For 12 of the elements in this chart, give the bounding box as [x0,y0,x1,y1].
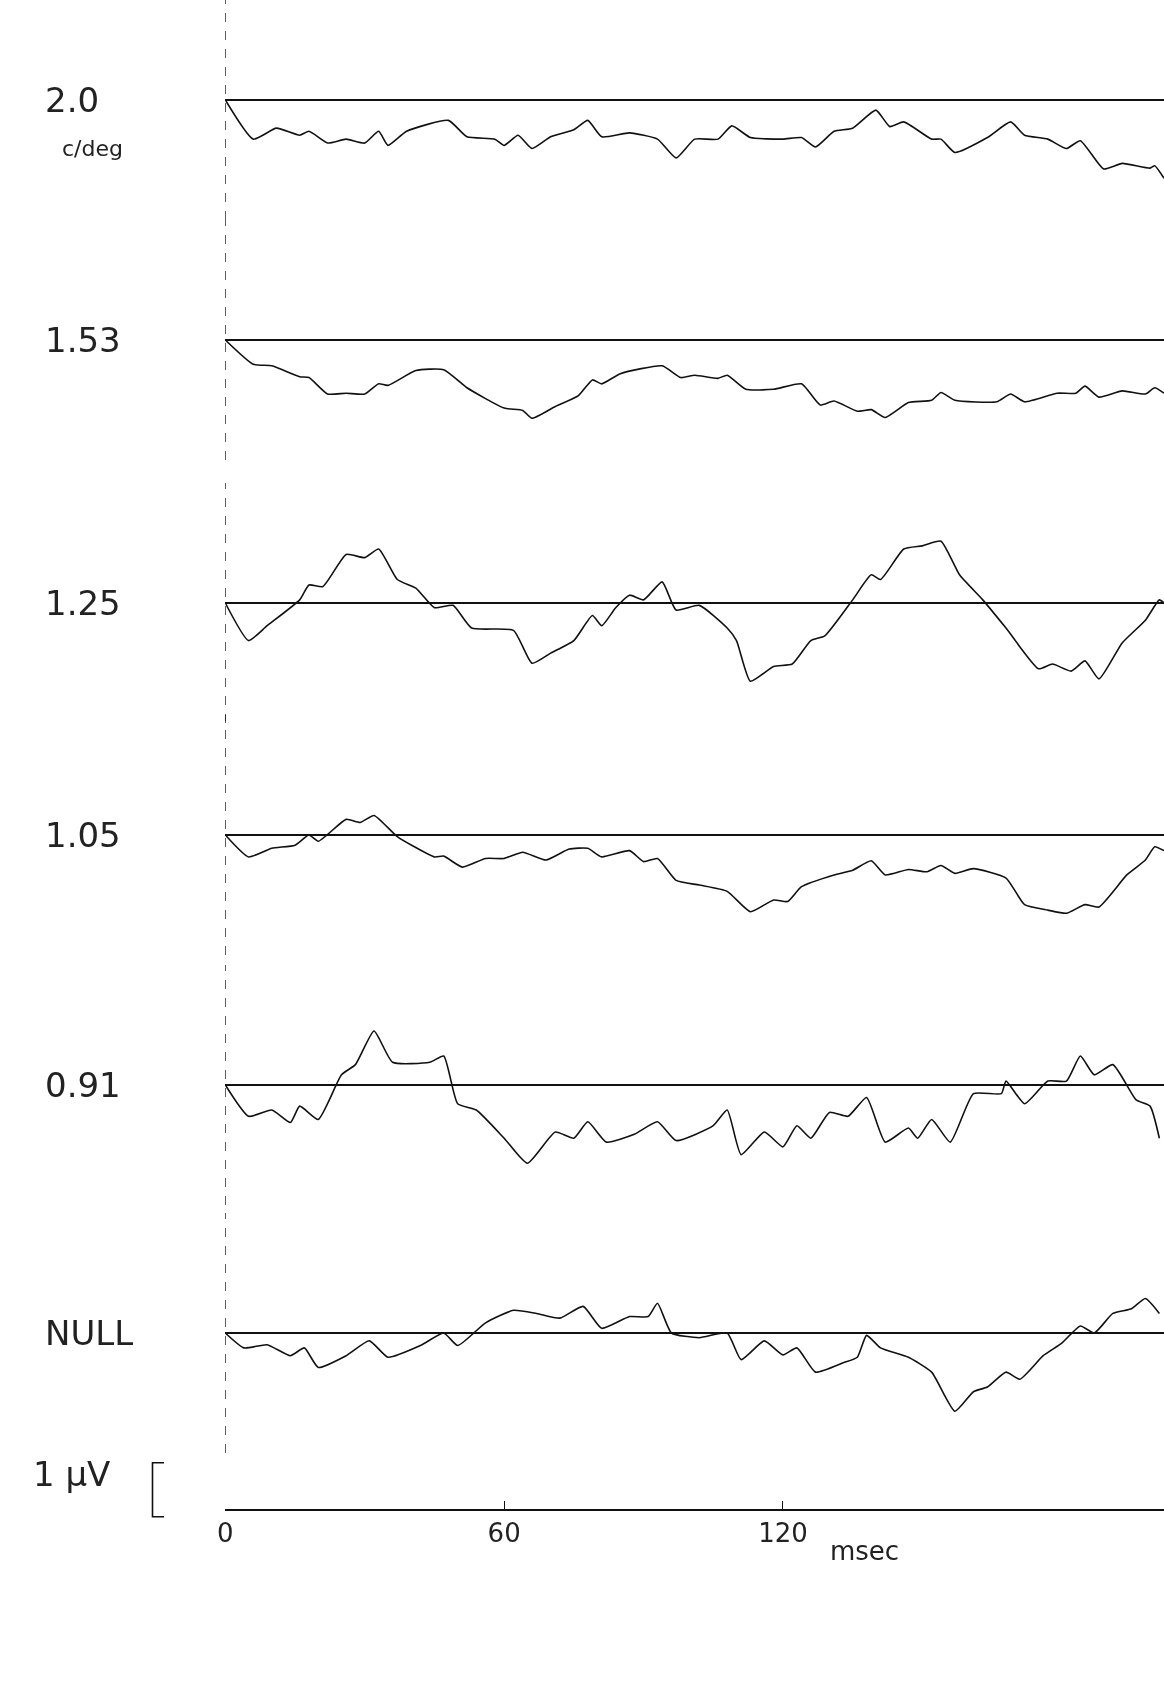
text: NULL [45,1313,134,1353]
chart-title: 1.05 [45,815,121,855]
x-axis-title: msec [830,1536,900,1566]
text: 0.91 [45,1065,121,1105]
x-tick-label: 0 [217,1518,234,1548]
text: 1.25 [45,583,121,623]
text: c/deg [62,136,123,161]
x-tick-label: 120 [758,1518,808,1548]
chart-title: 1.53 [45,320,121,360]
chart-title: 2.0 [45,80,100,120]
x-tick-label: 60 [487,1518,521,1548]
text: 1 μV [33,1454,111,1494]
